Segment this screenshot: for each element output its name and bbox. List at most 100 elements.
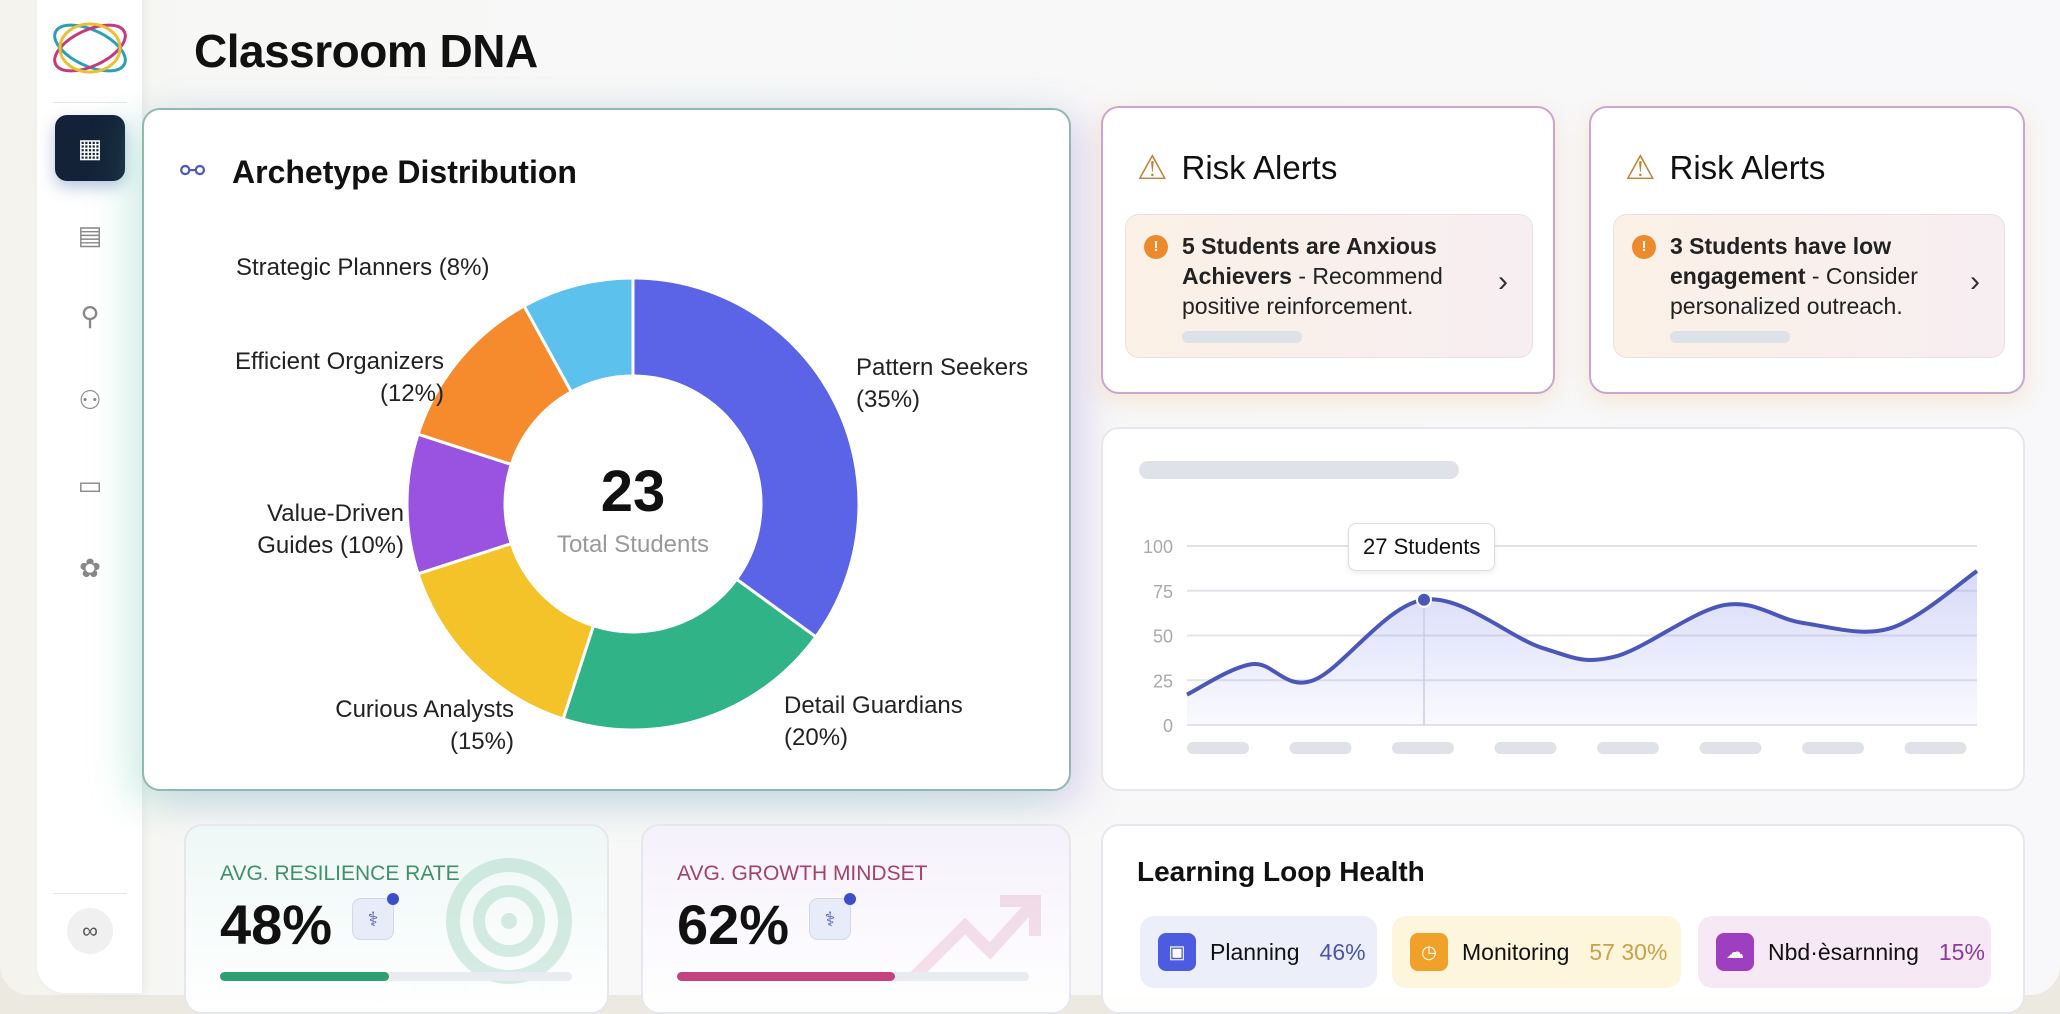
warning-icon: ⚠ — [1137, 149, 1168, 187]
total-students-value: 23 — [600, 459, 666, 524]
running-figure-icon[interactable]: ⚲ — [80, 300, 100, 331]
donut-label-line: Strategic Planners (8%) — [236, 254, 490, 281]
card-title: Risk Alerts — [1669, 149, 1826, 186]
x-tick-placeholder — [1494, 742, 1557, 754]
risk-alert-item[interactable]: ! 5 Students are Anxious Achievers - Rec… — [1125, 214, 1533, 358]
trend-up-icon — [910, 895, 1041, 981]
donut-label: Curious Analysts (15%) — [264, 694, 514, 758]
x-tick-placeholder — [1904, 742, 1967, 754]
kpi-progress-bar — [220, 972, 572, 981]
clock-icon: ◷ — [1410, 933, 1448, 971]
target-icon — [446, 858, 572, 984]
chevron-right-icon[interactable]: › — [1970, 265, 1980, 298]
kpi-progress-fill — [677, 972, 896, 981]
loop-chip-2[interactable]: ◷ Monitoring 57 30% — [1392, 916, 1681, 988]
placeholder-bar — [1670, 331, 1790, 343]
sidebar-divider — [53, 893, 127, 894]
title-placeholder — [1139, 461, 1459, 479]
donut-label: Pattern Seekers (35%) — [856, 352, 1028, 416]
alert-text: 3 Students have low engagement - Conside… — [1670, 231, 1970, 321]
chip-value: 57 30% — [1589, 938, 1668, 965]
chip-value: 15% — [1938, 938, 1985, 965]
chip-label: Planning — [1210, 938, 1300, 965]
chevron-right-icon[interactable]: › — [1498, 265, 1508, 298]
kpi-progress-fill — [220, 972, 389, 981]
donut-chart — [405, 276, 861, 732]
sidebar-divider — [53, 102, 127, 103]
alert-rest: - Consider personalized outreach. — [1670, 263, 1918, 319]
donut-slice[interactable] — [416, 541, 596, 721]
dna-badge-icon[interactable]: ⚕ — [352, 893, 399, 940]
chip-value: 46% — [1319, 938, 1366, 965]
chart-tooltip: 27 Students — [1348, 523, 1496, 571]
flower-network-icon[interactable]: ✿ — [79, 552, 101, 583]
card-title: Archetype Distribution — [232, 154, 577, 190]
archetype-network-icon: ⚯ — [180, 155, 206, 188]
settings-link-icon[interactable]: ∞ — [67, 908, 113, 954]
donut-label-line: (15%) — [449, 728, 514, 755]
loop-chip-1[interactable]: ▣ Planning 46% — [1140, 916, 1377, 988]
card-title: Risk Alerts — [1181, 149, 1338, 186]
alert-bold: 3 Students have low engagement — [1670, 233, 1892, 289]
kpi-value: 62% — [677, 893, 790, 956]
line-chart: 0 25 50 75 100 — [1143, 537, 1979, 754]
line-area — [1187, 571, 1977, 725]
dna-badge-icon[interactable]: ⚕ — [809, 893, 856, 940]
placeholder-bar — [1182, 331, 1302, 343]
group-icon[interactable]: ⚇ — [78, 384, 102, 415]
y-tick-label: 50 — [1153, 627, 1173, 647]
risk-alert-item[interactable]: ! 3 Students have low engagement - Consi… — [1613, 214, 2005, 358]
page-title: Classroom DNA — [194, 25, 538, 77]
kpi-value: 48% — [220, 893, 333, 956]
donut-label: Detail Guardians (20%) — [784, 690, 963, 754]
total-students-label: Total Students — [556, 531, 710, 558]
donut-label-line: Curious Analysts — [335, 696, 514, 723]
donut-label: Efficient Organizers (12%) — [204, 346, 444, 410]
cloud-upload-icon: ☁ — [1716, 933, 1754, 971]
x-tick-placeholder — [1392, 742, 1454, 754]
x-tick-placeholder — [1187, 742, 1249, 754]
donut-label-line: (35%) — [856, 386, 921, 413]
trend-chart-card: 0 25 50 75 100 27 Students — [1101, 427, 2025, 791]
chip-label: Nbd·èsarnning — [1768, 938, 1919, 965]
card-title: Learning Loop Health — [1137, 856, 1425, 887]
alert-text: 5 Students are Anxious Achievers - Recom… — [1182, 231, 1482, 321]
warning-icon: ⚠ — [1625, 149, 1656, 187]
x-tick-placeholder — [1802, 742, 1864, 754]
kpi-card-growth: AVG. GROWTH MINDSET 62% ⚕ — [641, 824, 1071, 1014]
learning-loop-card: Learning Loop Health ▣ Planning 46% ◷ Monito… — [1101, 824, 2025, 1014]
y-tick-label: 100 — [1143, 537, 1173, 557]
risk-alert-card: ⚠ Risk Alerts ! 5 Students are Anxious Ac… — [1101, 106, 1555, 394]
donut-slice[interactable] — [561, 577, 818, 732]
line-series — [1186, 569, 1979, 697]
briefcase-icon[interactable]: ▭ — [77, 469, 103, 500]
alert-icon: ! — [1144, 235, 1168, 259]
dashboard-grid-icon[interactable]: ▦ — [55, 115, 125, 181]
donut-label-line: Efficient Organizers — [235, 348, 444, 375]
donut-slice[interactable] — [522, 276, 635, 394]
donut-label: Value-Driven Guides (10%) — [194, 498, 404, 562]
donut-label-line: (12%) — [379, 380, 444, 407]
alert-icon: ! — [1632, 235, 1656, 259]
y-tick-label: 75 — [1153, 582, 1173, 602]
donut-label-line: (20%) — [784, 724, 849, 751]
donut-label: Strategic Planners (8%) — [236, 252, 489, 284]
y-tick-label: 0 — [1163, 716, 1173, 736]
risk-alert-card: ⚠ Risk Alerts ! 3 Students have low engag… — [1589, 106, 2025, 394]
donut-slice[interactable] — [631, 276, 861, 639]
donut-label-line: Detail Guardians — [784, 692, 963, 719]
calendar-icon: ▣ — [1158, 933, 1196, 971]
x-tick-placeholder — [1699, 742, 1762, 754]
archetype-distribution-card: ⚯ Archetype Distribution Pattern Seekers… — [142, 108, 1071, 791]
app-logo — [53, 22, 127, 74]
kpi-label: AVG. RESILIENCE RATE — [220, 862, 460, 885]
y-tick-label: 25 — [1153, 671, 1173, 691]
loop-chip-3[interactable]: ☁ Nbd·èsarnning 15% — [1698, 916, 1991, 988]
calendar-icon[interactable]: ▤ — [77, 219, 103, 250]
kpi-label: AVG. GROWTH MINDSET — [677, 862, 928, 885]
chip-label: Monitoring — [1462, 938, 1570, 965]
data-point[interactable] — [1416, 591, 1432, 608]
kpi-progress-bar — [677, 972, 1029, 981]
sidebar: ▦ ▤ ⚲ ⚇ ▭ ✿ ∞ — [37, 0, 143, 993]
